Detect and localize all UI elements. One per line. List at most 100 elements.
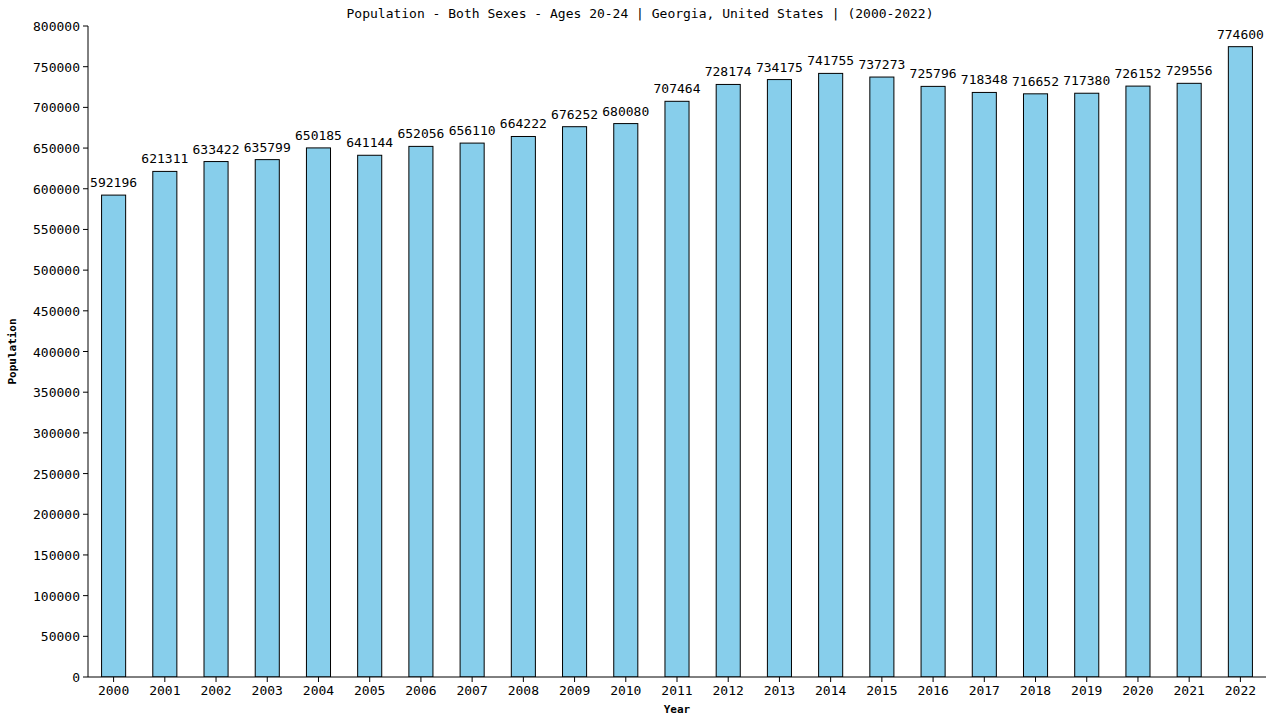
bar: [665, 101, 689, 677]
x-tick: [779, 677, 780, 682]
x-tick: [420, 677, 421, 682]
x-tick: [728, 677, 729, 682]
data-label: 592196: [90, 175, 137, 190]
y-tick-label: 150000: [33, 548, 80, 563]
data-label: 726152: [1114, 66, 1161, 81]
bar: [921, 86, 945, 677]
y-tick-label: 600000: [33, 182, 80, 197]
data-label: 652056: [397, 126, 444, 141]
y-tick: [83, 310, 88, 311]
data-label: 635799: [244, 140, 291, 155]
x-tick: [984, 677, 985, 682]
x-tick: [933, 677, 934, 682]
x-tick-label: 2022: [1225, 683, 1256, 698]
bar: [614, 124, 638, 677]
y-tick: [83, 351, 88, 352]
x-tick: [1035, 677, 1036, 682]
x-tick-label: 2003: [252, 683, 283, 698]
data-label: 725796: [910, 66, 957, 81]
data-label: 664222: [500, 116, 547, 131]
y-tick-label: 500000: [33, 263, 80, 278]
bar: [767, 80, 791, 677]
x-tick: [1137, 677, 1138, 682]
x-tick: [164, 677, 165, 682]
y-tick: [83, 677, 88, 678]
y-tick: [83, 432, 88, 433]
y-tick-label: 300000: [33, 426, 80, 441]
background: [0, 0, 1280, 720]
x-tick-label: 2018: [1020, 683, 1051, 698]
x-tick: [267, 677, 268, 682]
bar: [511, 136, 535, 677]
bar: [204, 162, 228, 677]
y-tick-label: 250000: [33, 467, 80, 482]
x-tick-label: 2006: [405, 683, 436, 698]
y-tick-label: 200000: [33, 507, 80, 522]
bar: [306, 148, 330, 677]
y-tick: [83, 595, 88, 596]
x-tick-label: 2008: [508, 683, 539, 698]
y-tick: [83, 473, 88, 474]
x-tick: [625, 677, 626, 682]
x-tick-label: 2009: [559, 683, 590, 698]
x-tick-label: 2010: [610, 683, 641, 698]
data-label: 621311: [141, 151, 188, 166]
x-tick: [677, 677, 678, 682]
bar: [870, 77, 894, 677]
y-tick-label: 650000: [33, 141, 80, 156]
data-label: 633422: [193, 142, 240, 157]
bar: [153, 171, 177, 677]
bar: [563, 127, 587, 677]
x-tick: [830, 677, 831, 682]
data-label: 641144: [346, 135, 393, 150]
x-tick: [1240, 677, 1241, 682]
y-tick: [83, 66, 88, 67]
x-tick: [574, 677, 575, 682]
y-tick-label: 750000: [33, 60, 80, 75]
x-tick: [216, 677, 217, 682]
bar: [1126, 86, 1150, 677]
bar: [255, 160, 279, 677]
x-tick-label: 2013: [764, 683, 795, 698]
y-tick: [83, 188, 88, 189]
data-label: 650185: [295, 128, 342, 143]
y-tick-label: 400000: [33, 345, 80, 360]
x-tick: [472, 677, 473, 682]
x-tick-label: 2012: [713, 683, 744, 698]
x-tick-label: 2011: [661, 683, 692, 698]
bar: [102, 195, 126, 677]
y-tick: [83, 554, 88, 555]
x-axis-label: Year: [664, 703, 691, 716]
data-label: 680080: [602, 104, 649, 119]
y-axis-label: Population: [6, 318, 19, 384]
x-tick-label: 2000: [98, 683, 129, 698]
y-tick: [83, 148, 88, 149]
bar: [1177, 83, 1201, 677]
x-tick-label: 2016: [917, 683, 948, 698]
title: Population - Both Sexes - Ages 20-24 | G…: [347, 6, 934, 21]
y-tick-label: 100000: [33, 589, 80, 604]
data-label: 729556: [1166, 63, 1213, 78]
bar: [716, 84, 740, 677]
x-tick-label: 2005: [354, 683, 385, 698]
data-label: 718348: [961, 72, 1008, 87]
y-tick: [83, 514, 88, 515]
x-tick-label: 2020: [1122, 683, 1153, 698]
bars: [102, 47, 1253, 677]
x-tick: [1086, 677, 1087, 682]
y-tick-label: 550000: [33, 222, 80, 237]
bar: [409, 146, 433, 677]
bar: [1023, 94, 1047, 677]
bar: [972, 92, 996, 677]
x-tick-label: 2019: [1071, 683, 1102, 698]
x-tick-label: 2001: [149, 683, 180, 698]
y-tick-label: 700000: [33, 100, 80, 115]
data-label: 656110: [449, 123, 496, 138]
y-tick-label: 0: [72, 670, 80, 685]
data-label: 741755: [807, 53, 854, 68]
x-tick-label: 2014: [815, 683, 846, 698]
y-tick-label: 450000: [33, 304, 80, 319]
bar: [1228, 47, 1252, 677]
y-tick: [83, 636, 88, 637]
y-tick: [83, 392, 88, 393]
